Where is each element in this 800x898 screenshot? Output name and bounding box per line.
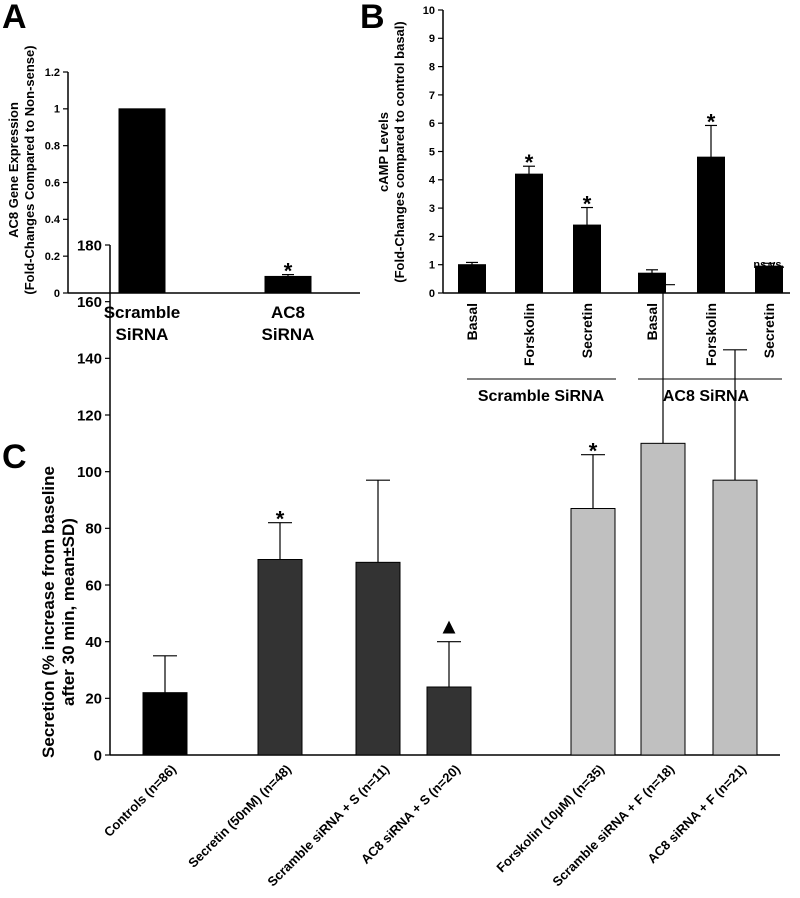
chart-a-category-2-line1: AC8	[271, 303, 305, 322]
chart-a-bar	[118, 108, 166, 294]
chart-b-y-tick-label: 9	[429, 33, 435, 45]
chart-b-bar	[755, 265, 783, 294]
chart-c-ylabel-2: after 30 min, mean±SD)	[59, 518, 78, 706]
chart-b-bar	[458, 264, 486, 294]
chart-c-marks: 0 20 40 60 80 100 120 140 160 180 * ▲ * Controls (n=8…	[77, 237, 780, 889]
chart-c-ylabel-1: Secretion (% increase from baseline	[39, 466, 58, 758]
chart-b-ylabel-2: (Fold-Changes compared to control basal)	[392, 21, 407, 282]
chart-b-group-label-2: AC8 SiRNA	[663, 388, 750, 405]
chart-b-bar	[638, 272, 666, 294]
chart-b-y-tick-label: 5	[429, 146, 435, 158]
chart-b-category-label: Forskolin	[703, 303, 719, 366]
chart-b-y-tick-label: 10	[423, 5, 435, 17]
chart-a-y-tick-label: 0	[54, 288, 60, 300]
chart-a-category-1-line1: Scramble	[104, 303, 181, 322]
chart-c-y-tick-label: 40	[85, 634, 102, 651]
chart-c-bar	[142, 692, 188, 756]
chart-c-y-tick-label: 80	[85, 521, 102, 538]
chart-b-annotation: *	[583, 192, 592, 217]
chart-b-y-tick-label: 0	[429, 288, 435, 300]
chart-b-y-tick-label: 4	[429, 175, 436, 187]
chart-b-category-label: Secretin	[761, 303, 777, 358]
chart-a-y-tick-label: 0.4	[45, 214, 61, 226]
chart-c-y-tick-label: 0	[94, 747, 102, 764]
chart-a-annotation: *	[284, 259, 293, 284]
chart-a-category-2-line2: SiRNA	[262, 325, 315, 344]
chart-c-y-tick-label: 140	[77, 351, 102, 368]
chart-b-y-tick-label: 6	[429, 118, 435, 130]
chart-b-bar	[515, 173, 543, 294]
chart-c: Secretion (% increase from baseline afte…	[39, 466, 78, 758]
chart-a-marks: 0 0.2 0.4 0.6 0.8 1 1.2 *	[45, 67, 360, 300]
chart-c-bar	[712, 479, 758, 756]
chart-b-y-tick-label: 3	[429, 203, 435, 215]
chart-a-y-tick-label: 1	[54, 104, 60, 116]
chart-b-category-label: Forskolin	[521, 303, 537, 366]
chart-b-category-label: Basal	[644, 303, 660, 340]
chart-b-y-tick-label: 1	[429, 260, 435, 272]
chart-b-y-tick-label: 2	[429, 231, 435, 243]
chart-c-annotation: ▲	[438, 614, 460, 639]
chart-b-category-label: Basal	[464, 303, 480, 340]
chart-a-y-tick-label: 1.2	[45, 67, 60, 79]
chart-c-bar	[570, 508, 616, 756]
chart-b-bar	[697, 156, 725, 294]
chart-b-annotation: *	[707, 109, 716, 134]
chart-a-ylabel-2: (Fold-Changes Compared to Non-sense)	[22, 45, 37, 294]
chart-b-group-label-1: Scramble SiRNA	[478, 388, 605, 405]
chart-b-annotation: *	[525, 150, 534, 175]
chart-a-y-tick-label: 0.8	[45, 141, 60, 153]
chart-c-y-tick-label: 120	[77, 407, 102, 424]
chart-b-y-tick-label: 8	[429, 61, 435, 73]
panel-letter-b: B	[360, 0, 385, 36]
panel-letter-c: C	[2, 438, 27, 476]
chart-c-y-tick-label: 60	[85, 577, 102, 594]
chart-b-marks: 0 1 2 3 4 5 6 7 8 9 10 * * * Basal Forskolin Secretin Bas…	[423, 5, 790, 366]
chart-a-category-1-line2: SiRNA	[116, 325, 169, 344]
chart-b-category-label: Secretin	[579, 303, 595, 358]
chart-c-y-tick-label: 100	[77, 464, 102, 481]
chart-a: AC8 Gene Expression (Fold-Changes Compar…	[6, 45, 314, 344]
chart-c-bar	[257, 559, 303, 756]
chart-c-y-tick-label: 160	[77, 294, 102, 311]
chart-c-category-label: Secretin (50nM) (n=48)	[185, 762, 294, 871]
chart-c-category-label: Scramble siRNA + F (n=18)	[549, 762, 677, 890]
chart-b-bar	[573, 224, 601, 294]
chart-b-ylabel-1: cAMP Levels	[376, 112, 391, 192]
chart-c-bar	[355, 561, 401, 756]
chart-c-y-tick-label: 180	[77, 237, 102, 254]
chart-c-y-tick-label: 20	[85, 691, 102, 708]
chart-c-annotation: *	[276, 507, 285, 532]
chart-b-y-tick-label: 7	[429, 90, 435, 102]
chart-a-y-tick-label: 0.2	[45, 251, 60, 263]
chart-c-bar	[426, 686, 472, 756]
chart-a-y-tick-label: 0.6	[45, 177, 60, 189]
chart-a-ylabel-1: AC8 Gene Expression	[6, 102, 21, 238]
panel-letter-a: A	[2, 0, 27, 36]
chart-c-bar	[640, 442, 686, 756]
chart-c-annotation: *	[589, 439, 598, 464]
chart-c-category-label: Controls (n=86)	[101, 762, 179, 840]
